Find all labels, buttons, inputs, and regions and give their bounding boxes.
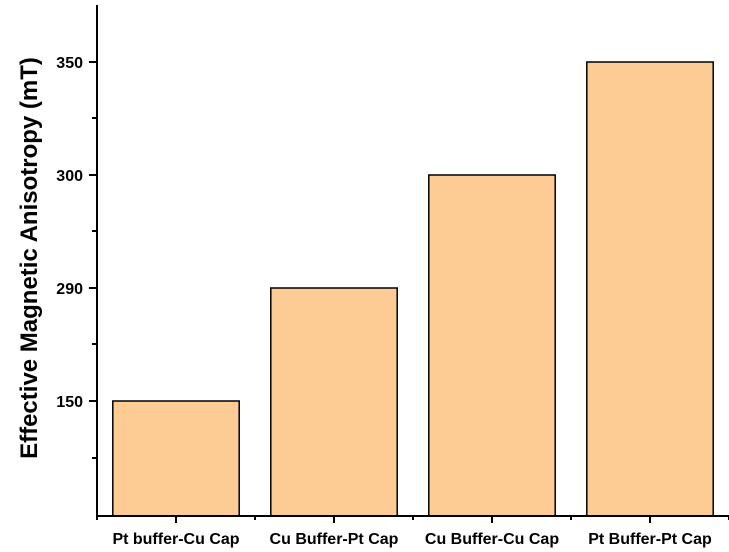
x-tick-label: Cu Buffer-Pt Cap (270, 531, 399, 548)
bar (270, 287, 398, 517)
y-tick-label: 290 (56, 281, 83, 298)
x-tick-label: Pt buffer-Cu Cap (112, 531, 239, 548)
x-tick-label: Cu Buffer-Cu Cap (425, 531, 559, 548)
x-ticks-group: Pt buffer-Cu Cap Cu Buffer-Pt Cap Cu Buffe… (96, 516, 729, 548)
bars-group (112, 61, 714, 517)
y-tick-label: 150 (56, 394, 83, 411)
y-tick-label: 300 (56, 168, 83, 185)
y-tick-label: 350 (56, 55, 83, 72)
bar (586, 61, 714, 517)
y-axis-label: Effective Magnetic Anisotropy (mT) (16, 57, 43, 459)
bar (428, 174, 556, 517)
y-ticks-group: 150 290 300 350 (56, 55, 97, 459)
bar (112, 400, 240, 517)
x-tick-label: Pt Buffer-Pt Cap (588, 531, 712, 548)
